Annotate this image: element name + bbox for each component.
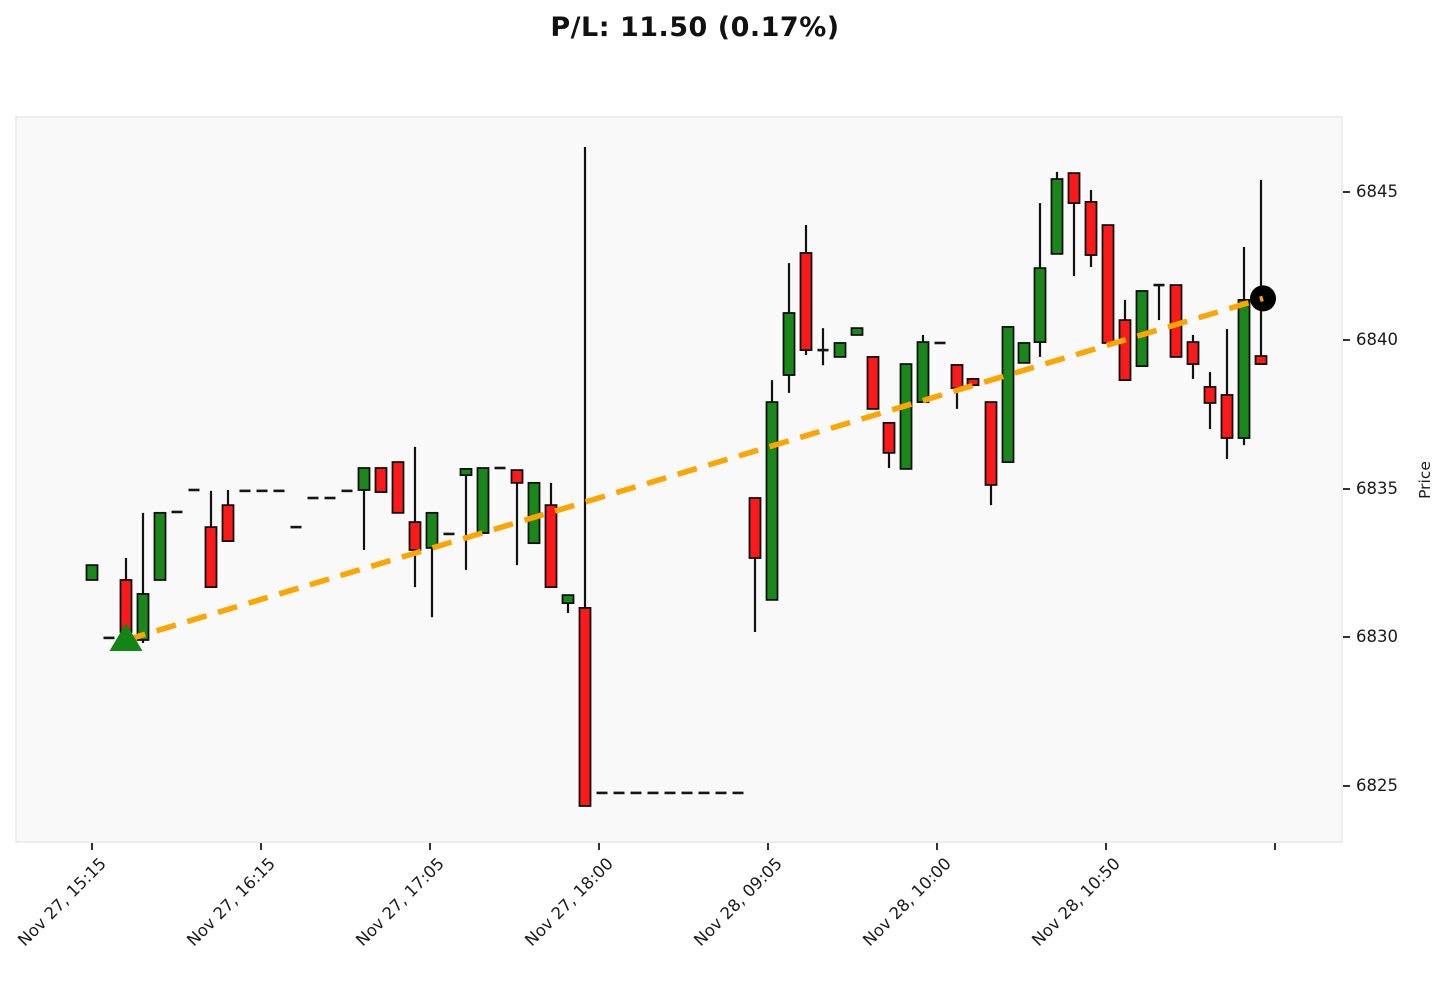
candle-body-up [425, 511, 439, 549]
flat-bar [103, 636, 115, 640]
flat-bar [307, 496, 319, 500]
y-tick-label: 6845 [1356, 181, 1398, 201]
y-tick-mark [1343, 190, 1350, 193]
x-tick-mark [767, 843, 769, 850]
candle-body-down [1186, 341, 1200, 365]
candle-body-up [765, 401, 779, 601]
plot-area [15, 116, 1343, 843]
flat-bar [324, 496, 336, 500]
x-tick-mark [260, 843, 262, 850]
candle-body-up [899, 363, 913, 470]
candle-body-down [1118, 319, 1132, 381]
candle-body-up [1050, 178, 1064, 255]
candle-body-up [459, 467, 473, 477]
flat-bar [647, 791, 659, 795]
y-tick-mark [1343, 636, 1350, 638]
flat-bar [494, 466, 506, 470]
flat-bar [817, 348, 829, 352]
candle-body-up [85, 564, 99, 581]
y-tick-mark [1343, 339, 1350, 341]
candle-body-up [916, 341, 930, 403]
y-tick-label: 6830 [1356, 627, 1398, 646]
candle-body-down [374, 467, 388, 493]
candle-body-up [476, 467, 490, 534]
trendline [125, 295, 1264, 643]
candle-body-down [748, 497, 762, 559]
candle-body-up [357, 467, 371, 491]
y-axis-title: Price [1416, 461, 1434, 499]
candle-body-down [1220, 394, 1234, 439]
flat-bar [681, 791, 693, 795]
flat-bar [630, 791, 642, 795]
candle-body-down [391, 461, 405, 514]
candle-body-up [136, 593, 150, 641]
entry-marker-triangle [109, 623, 143, 651]
flat-bar [934, 341, 946, 345]
candle-body-up [527, 481, 541, 545]
candle-body-down [966, 378, 980, 387]
flat-bar [664, 791, 676, 795]
flat-bar [256, 489, 268, 493]
flat-bar [613, 791, 625, 795]
flat-bar [443, 532, 455, 536]
candle-body-down [408, 521, 422, 551]
candle-body-down [510, 469, 524, 484]
x-tick-mark [1274, 843, 1276, 850]
y-tick-mark [1343, 487, 1350, 490]
candle-body-down [984, 401, 998, 486]
candle-body-down [866, 356, 880, 410]
chart-title: P/L: 11.50 (0.17%) [550, 12, 840, 43]
y-tick-label: 6835 [1356, 478, 1398, 498]
candle-body-up [1237, 299, 1251, 439]
candle-body-up [1001, 326, 1015, 463]
y-tick-mark [1343, 784, 1350, 787]
exit-marker-circle [1250, 285, 1276, 312]
candle-body-down [1067, 172, 1081, 204]
flat-bar [273, 489, 285, 493]
x-tick-mark [91, 843, 93, 850]
candle-body-down [221, 504, 235, 542]
candle-body-up [1017, 342, 1031, 364]
flat-bar [1153, 283, 1165, 287]
candle-body-down [950, 364, 964, 390]
candle-body-up [833, 342, 847, 358]
y-tick-label: 6825 [1356, 775, 1398, 795]
candle-body-down [204, 526, 218, 589]
flat-bar [171, 510, 183, 514]
candle-body-down [1254, 355, 1268, 365]
candle-body-down [1101, 224, 1115, 344]
candle-body-up [1135, 290, 1149, 368]
candle-body-down [544, 504, 558, 589]
x-tick-mark [598, 843, 600, 850]
flat-bar [715, 791, 727, 795]
candle-body-up [561, 594, 575, 605]
x-tick-mark [936, 843, 938, 850]
candle-body-down [1203, 386, 1217, 404]
candle-body-down [799, 252, 813, 351]
candle-body-up [850, 327, 864, 336]
flat-bar [596, 791, 608, 795]
candle-body-down [1084, 200, 1098, 256]
flat-bar [341, 489, 353, 493]
x-tick-mark [429, 843, 431, 850]
flat-bar [239, 489, 251, 493]
candle-body-up [1033, 267, 1047, 343]
y-tick-label: 6840 [1356, 330, 1398, 349]
x-tick-mark [1105, 843, 1107, 850]
flat-bar [290, 525, 302, 529]
candle-body-down [882, 421, 896, 454]
candle-body-up [153, 511, 167, 581]
flat-bar [732, 791, 744, 795]
candle-body-up [782, 312, 796, 376]
flat-bar [698, 791, 710, 795]
candle-body-down [578, 606, 592, 807]
flat-bar [188, 488, 200, 492]
